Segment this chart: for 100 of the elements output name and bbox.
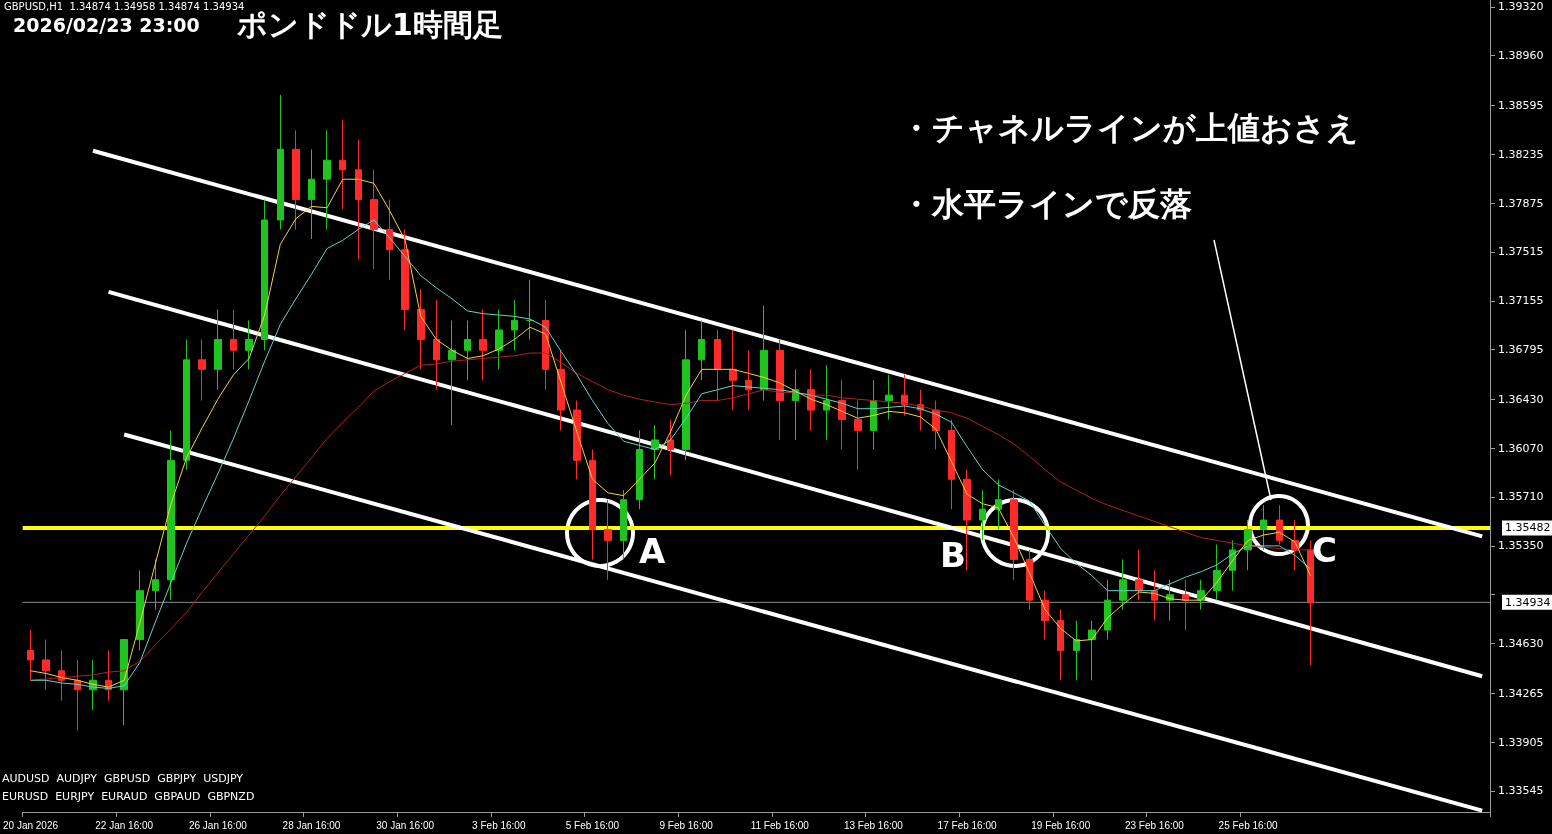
candlestick (901, 374, 908, 417)
x-tick-label: 19 Feb 16:00 (1031, 819, 1091, 831)
x-tick-label: 20 Jan 2026 (2, 819, 59, 831)
candlestick (479, 309, 487, 381)
candlestick (979, 489, 986, 541)
candlestick (729, 329, 737, 411)
candlestick (963, 469, 971, 571)
y-tick-label: 1.37875 (1498, 196, 1544, 210)
x-tick-label: 26 Jan 16:00 (188, 819, 248, 831)
candlestick (355, 139, 362, 260)
candlestick (58, 649, 65, 702)
x-tick-label: 30 Jan 16:00 (376, 819, 435, 831)
annotation: ・水平ラインで反落 (900, 185, 1192, 223)
candlestick (948, 419, 955, 510)
candlestick (1276, 504, 1283, 545)
annotation: AUDUSD AUDJPY GBPUSD GBPJPY USDJPY (2, 772, 244, 785)
y-tick-label: 1.36070 (1498, 441, 1544, 455)
candlestick (261, 199, 268, 351)
candlestick (823, 364, 830, 441)
y-tick-label: 1.38960 (1498, 49, 1544, 63)
candlestick (1213, 544, 1221, 601)
x-tick-label: 11 Feb 16:00 (750, 819, 810, 831)
y-tick-label: 1.39320 (1498, 0, 1544, 14)
candlestick (401, 228, 409, 331)
candlestick (1026, 549, 1033, 611)
candlestick (42, 639, 50, 691)
x-tick-label: 9 Feb 16:00 (659, 819, 714, 831)
candlestick (1057, 609, 1064, 681)
x-tick-label: 28 Jan 16:00 (282, 819, 341, 831)
y-tick-label: 1.35350 (1498, 539, 1544, 553)
candlestick (230, 309, 237, 370)
candlestick (464, 319, 471, 381)
y-tick-label: 1.38595 (1498, 98, 1544, 112)
ref-line-label: 1.34934 (1505, 595, 1551, 609)
candlestick (1260, 504, 1267, 551)
x-tick-label: 23 Feb 16:00 (1124, 819, 1185, 831)
y-tick-label: 1.38235 (1498, 147, 1544, 161)
candlestick (1104, 579, 1111, 641)
y-tick-label: 1.35710 (1498, 490, 1544, 504)
candlestick (511, 299, 518, 351)
candlestick (557, 349, 565, 431)
candlestick (1010, 489, 1018, 581)
candlestick (183, 338, 190, 471)
candlestick (495, 309, 503, 370)
candlestick (198, 338, 206, 402)
candlestick (152, 558, 159, 611)
line-series (30, 352, 1311, 681)
x-tick-label: 3 Feb 16:00 (472, 819, 526, 831)
candlestick (1073, 620, 1080, 681)
candlestick (776, 338, 784, 441)
candlestick (1119, 558, 1127, 611)
candlestick (1135, 549, 1143, 601)
y-tick-label: 1.36795 (1498, 343, 1544, 357)
candlestick (760, 305, 768, 402)
y-tick-label: 1.34630 (1498, 637, 1544, 651)
candlestick (620, 489, 627, 560)
candlestick (995, 478, 1002, 531)
candlestick (292, 129, 300, 230)
x-tick-label: 17 Feb 16:00 (937, 819, 997, 831)
candlestick (667, 419, 674, 476)
candlestick (323, 129, 331, 230)
annotation: ・チャネルラインが上値おさえ (900, 109, 1359, 147)
candlestick (136, 569, 144, 651)
candlestick (386, 199, 393, 281)
annotation: B (940, 535, 966, 575)
candlestick (214, 309, 222, 391)
annotation: EURUSD EURJPY EURAUD GBPAUD GBPNZD (2, 790, 255, 803)
candlestick (698, 319, 705, 381)
y-tick-label: 1.34265 (1498, 686, 1544, 700)
x-tick-label: 13 Feb 16:00 (843, 819, 904, 831)
candlestick (604, 499, 612, 581)
text: 2026/02/23 23:00 (13, 13, 200, 36)
y-tick-label: 1.37515 (1498, 245, 1544, 259)
candlestick (1197, 579, 1205, 611)
y-tick-label: 1.33545 (1498, 784, 1544, 798)
candlestick (370, 169, 378, 270)
candlestick (636, 429, 643, 510)
y-tick-label: 1.36430 (1498, 392, 1544, 406)
x-tick-label: 25 Feb 16:00 (1218, 819, 1278, 831)
candlestick (339, 118, 346, 210)
annotation: C (1312, 530, 1337, 570)
candlestick (1307, 539, 1314, 666)
candlestick (433, 299, 440, 391)
x-tick-label: 5 Feb 16:00 (565, 819, 620, 831)
candlestick (277, 94, 284, 230)
x-tick-label: 22 Jan 16:00 (95, 819, 154, 831)
candlestick (573, 400, 581, 480)
candlestick (854, 400, 862, 471)
candlestick (27, 629, 34, 681)
candlestick (589, 448, 596, 560)
candlestick (417, 288, 425, 370)
candlestick (245, 319, 253, 370)
candlestick (714, 329, 721, 402)
y-tick-label: 1.37155 (1498, 294, 1544, 308)
candlestick (167, 429, 175, 601)
candlestick (1182, 579, 1189, 631)
candlestick (308, 148, 315, 240)
candlestick (448, 319, 456, 426)
annotation: GBPUSD,H1 1.34874 1.34958 1.34874 1.34934 (4, 0, 245, 12)
annotation: A (639, 531, 666, 571)
